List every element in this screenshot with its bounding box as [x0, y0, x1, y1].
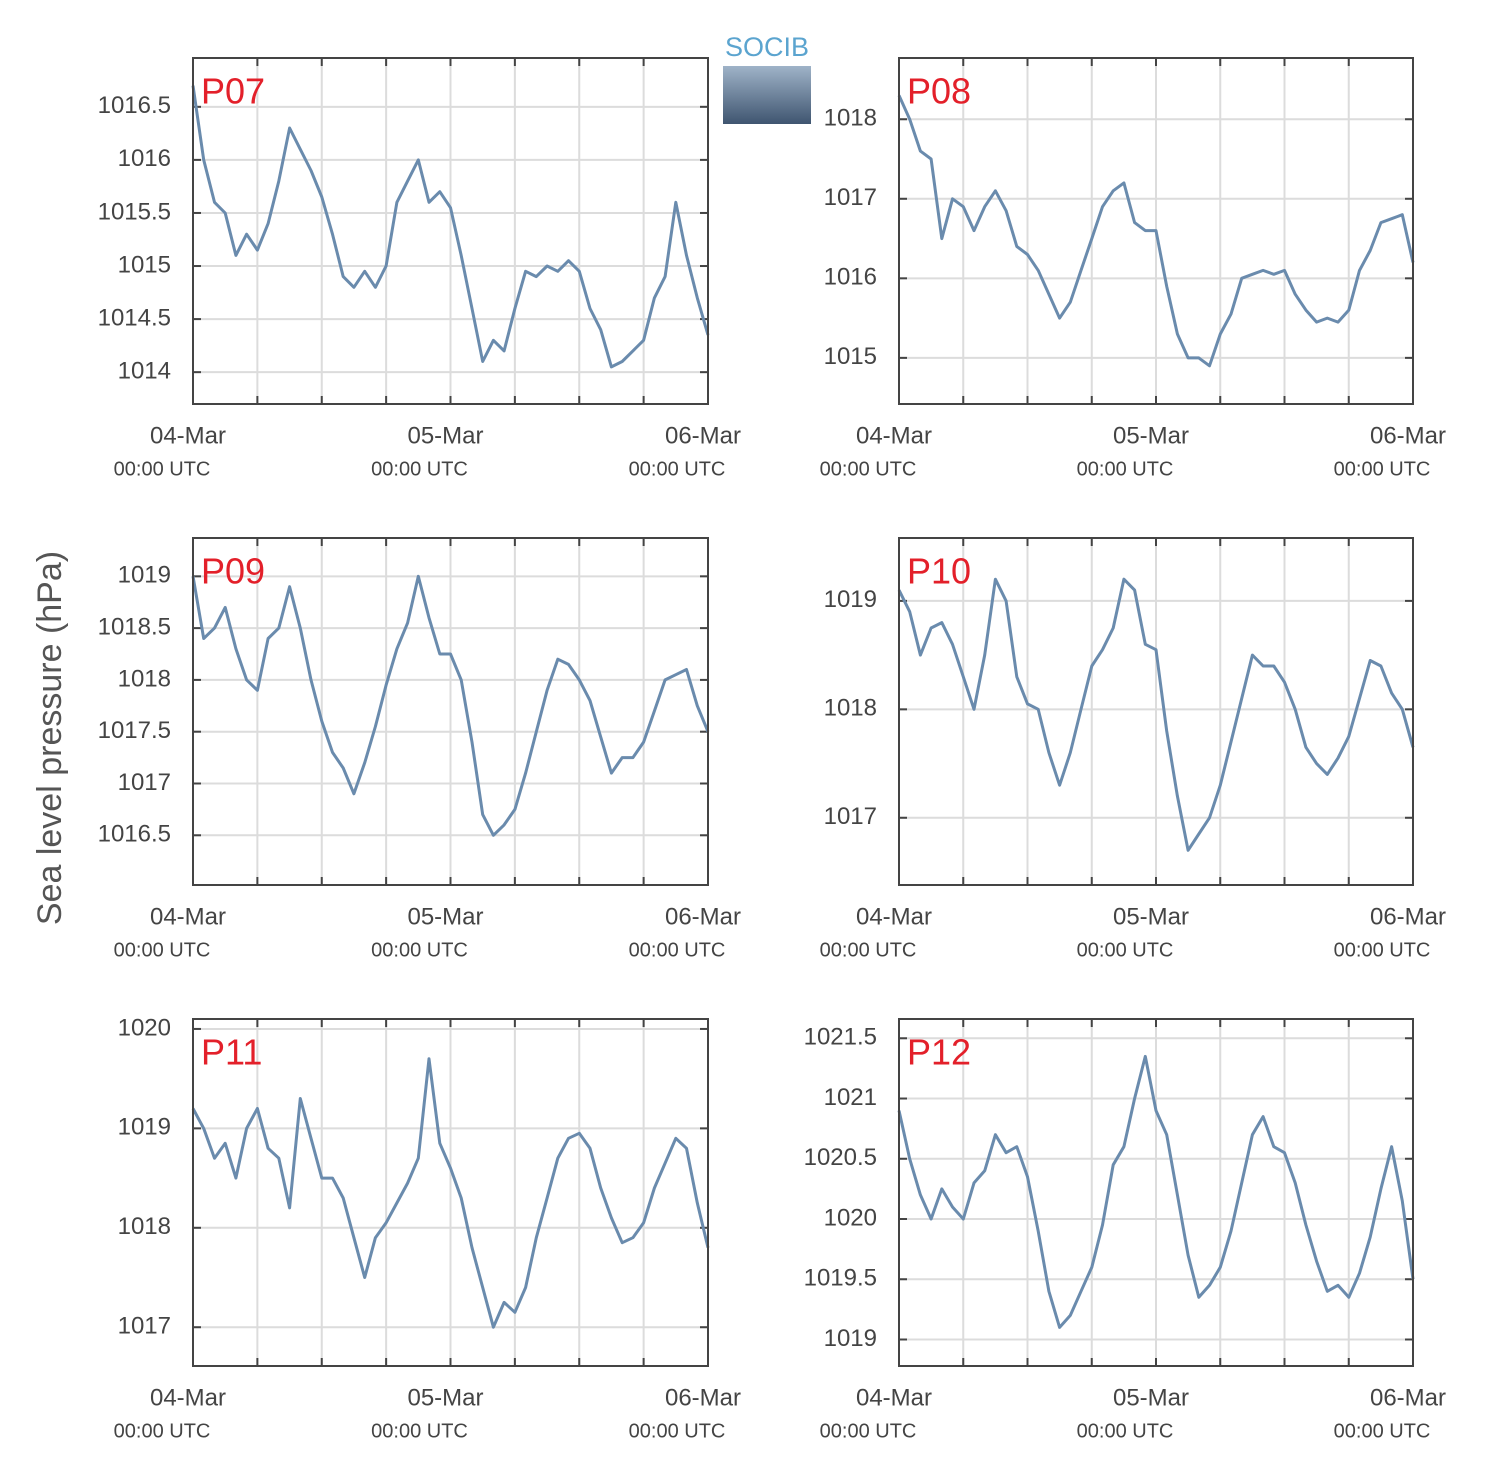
series-line [191, 1057, 710, 1329]
x-tick-sublabel: 00:00 UTC [820, 939, 917, 961]
x-tick-label: 06-Mar [665, 1384, 741, 1411]
y-tick-label: 1018 [824, 695, 877, 722]
series-line [897, 577, 1415, 852]
series-line [191, 85, 710, 369]
x-tick-sublabel: 00:00 UTC [1334, 458, 1431, 480]
x-tick-sublabel: 00:00 UTC [1334, 1420, 1431, 1442]
y-tick-label: 1016 [118, 145, 171, 172]
y-tick-label: 1020 [118, 1014, 171, 1041]
x-tick-sublabel: 00:00 UTC [114, 1420, 211, 1442]
y-tick-label: 1019 [118, 1114, 171, 1141]
plot-frame [192, 537, 709, 886]
y-tick-label: 1014.5 [98, 304, 171, 331]
y-tick-label: 1021 [824, 1084, 877, 1111]
x-tick-label: 06-Mar [1370, 422, 1446, 449]
panel-label: P07 [201, 71, 265, 112]
x-tick-sublabel: 00:00 UTC [371, 1420, 468, 1442]
x-tick-label: 05-Mar [1113, 903, 1189, 930]
x-tick-label: 05-Mar [407, 1384, 483, 1411]
x-tick-label: 06-Mar [665, 903, 741, 930]
x-tick-sublabel: 00:00 UTC [371, 458, 468, 480]
x-tick-label: 05-Mar [1113, 422, 1189, 449]
x-tick-label: 05-Mar [1113, 1384, 1189, 1411]
x-tick-label: 05-Mar [407, 903, 483, 930]
y-tick-label: 1019 [118, 562, 171, 589]
panel-label: P12 [907, 1032, 971, 1073]
y-axis-label: Sea level pressure (hPa) [31, 551, 69, 925]
logo-image [723, 66, 811, 124]
y-tick-label: 1016.5 [98, 821, 171, 848]
y-tick-label: 1014 [118, 358, 171, 385]
x-tick-label: 04-Mar [150, 422, 226, 449]
y-tick-label: 1016.5 [98, 92, 171, 119]
x-tick-sublabel: 00:00 UTC [371, 939, 468, 961]
x-tick-sublabel: 00:00 UTC [1077, 939, 1174, 961]
x-tick-sublabel: 00:00 UTC [629, 1420, 726, 1442]
x-tick-sublabel: 00:00 UTC [820, 458, 917, 480]
panel-label: P11 [201, 1032, 262, 1073]
series-line [191, 574, 710, 837]
y-tick-label: 1015 [824, 343, 877, 370]
panel-label: P08 [907, 71, 971, 112]
plot-frame [192, 1018, 709, 1367]
plot-frame [898, 537, 1414, 886]
x-tick-label: 04-Mar [856, 1384, 932, 1411]
y-tick-label: 1019 [824, 586, 877, 613]
x-tick-label: 06-Mar [1370, 903, 1446, 930]
plot-frame [898, 57, 1414, 405]
y-tick-label: 1017 [118, 1313, 171, 1340]
plot-frame [898, 1018, 1414, 1367]
x-tick-sublabel: 00:00 UTC [629, 458, 726, 480]
y-tick-label: 1017 [824, 184, 877, 211]
x-tick-label: 04-Mar [856, 903, 932, 930]
panel-label: P10 [907, 551, 971, 592]
x-tick-sublabel: 00:00 UTC [114, 458, 211, 480]
y-tick-label: 1018 [118, 665, 171, 692]
x-tick-sublabel: 00:00 UTC [1334, 939, 1431, 961]
y-tick-label: 1020.5 [804, 1144, 877, 1171]
y-tick-label: 1017.5 [98, 717, 171, 744]
y-tick-label: 1018 [118, 1213, 171, 1240]
x-tick-label: 04-Mar [150, 1384, 226, 1411]
y-tick-label: 1019 [824, 1325, 877, 1352]
y-tick-label: 1018 [824, 105, 877, 132]
series-line [897, 1054, 1415, 1329]
x-tick-label: 04-Mar [150, 903, 226, 930]
x-tick-sublabel: 00:00 UTC [114, 939, 211, 961]
logo-text: SOCIB [725, 32, 809, 62]
y-tick-label: 1017 [118, 769, 171, 796]
x-tick-label: 04-Mar [856, 422, 932, 449]
x-tick-sublabel: 00:00 UTC [629, 939, 726, 961]
x-tick-label: 06-Mar [665, 422, 741, 449]
x-tick-sublabel: 00:00 UTC [1077, 1420, 1174, 1442]
panel-label: P09 [201, 551, 265, 592]
x-tick-label: 06-Mar [1370, 1384, 1446, 1411]
x-tick-sublabel: 00:00 UTC [1077, 458, 1174, 480]
y-tick-label: 1020 [824, 1204, 877, 1231]
y-tick-label: 1017 [824, 803, 877, 830]
y-tick-label: 1019.5 [804, 1265, 877, 1292]
y-tick-label: 1015 [118, 251, 171, 278]
y-tick-label: 1018.5 [98, 613, 171, 640]
y-tick-label: 1021.5 [804, 1024, 877, 1051]
x-tick-label: 05-Mar [407, 422, 483, 449]
plot-frame [192, 57, 709, 405]
x-tick-sublabel: 00:00 UTC [820, 1420, 917, 1442]
y-tick-label: 1015.5 [98, 198, 171, 225]
series-line [897, 94, 1415, 368]
y-tick-label: 1016 [824, 264, 877, 291]
